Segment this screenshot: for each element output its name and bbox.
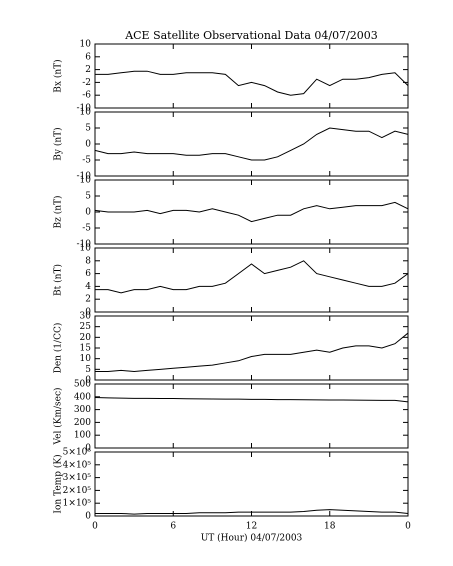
y-tick-label: 5×10⁵ bbox=[63, 448, 92, 458]
y-tick-label: 2 bbox=[85, 65, 91, 75]
panel-frame bbox=[94, 383, 409, 449]
y-tick-label: 10 bbox=[80, 108, 92, 118]
y-tick-label: 15 bbox=[80, 344, 92, 354]
y-tick-label: 4×10⁵ bbox=[63, 460, 92, 470]
y-tick-label: -2 bbox=[82, 78, 91, 88]
y-axis-label: Ion Temp (K) bbox=[53, 454, 64, 513]
y-axis-label: By (nT) bbox=[53, 127, 64, 160]
y-tick-label: 6 bbox=[85, 52, 91, 62]
panel-frame bbox=[94, 179, 409, 245]
data-line bbox=[95, 70, 409, 96]
y-tick-label: 0 bbox=[85, 444, 91, 454]
y-tick-label: -10 bbox=[77, 104, 92, 114]
y-tick-label: 0 bbox=[85, 308, 91, 318]
y-tick-label: 0 bbox=[85, 512, 91, 522]
data-line bbox=[95, 260, 409, 294]
chart-title: ACE Satellite Observational Data 04/07/2… bbox=[124, 29, 378, 42]
data-line bbox=[95, 509, 409, 515]
y-tick-label: -10 bbox=[77, 240, 92, 250]
y-tick-label: 300 bbox=[74, 405, 91, 415]
y-tick-label: 10 bbox=[80, 244, 92, 254]
x-tick-label: 6 bbox=[170, 522, 176, 532]
y-tick-label: 2 bbox=[85, 295, 91, 305]
y-tick-label: 0 bbox=[85, 140, 91, 150]
x-tick-label: 0 bbox=[405, 522, 411, 532]
y-tick-label: 5 bbox=[85, 365, 91, 375]
panel-frame bbox=[94, 451, 409, 517]
y-tick-label: -10 bbox=[77, 172, 92, 182]
x-tick-label: 0 bbox=[92, 522, 98, 532]
y-tick-label: 10 bbox=[80, 354, 92, 364]
y-tick-label: 200 bbox=[74, 418, 91, 428]
y-tick-label: 5 bbox=[85, 192, 91, 202]
y-tick-label: 100 bbox=[74, 431, 91, 441]
y-tick-label: 6 bbox=[85, 269, 91, 279]
y-axis-label: Vel (Km/sec) bbox=[53, 387, 64, 445]
y-tick-label: 25 bbox=[80, 322, 92, 332]
y-tick-label: 5 bbox=[85, 124, 91, 134]
y-axis-label: Bx (nT) bbox=[53, 59, 64, 92]
y-tick-label: 400 bbox=[74, 392, 91, 402]
y-tick-label: 0 bbox=[85, 376, 91, 386]
y-tick-label: -5 bbox=[82, 156, 91, 166]
panel-frame bbox=[94, 43, 409, 109]
y-tick-label: 30 bbox=[80, 312, 92, 322]
y-axis-label: Bz (nT) bbox=[53, 195, 64, 228]
y-tick-label: -5 bbox=[82, 224, 91, 234]
data-line bbox=[94, 127, 409, 161]
y-tick-label: 10 bbox=[80, 40, 92, 50]
y-tick-label: 500 bbox=[74, 380, 91, 390]
y-axis-label: Den (1/CC) bbox=[53, 323, 64, 374]
panel-frame bbox=[94, 247, 409, 313]
data-line bbox=[94, 201, 409, 223]
y-tick-label: -6 bbox=[82, 91, 91, 101]
x-tick-label: 18 bbox=[324, 522, 336, 532]
y-tick-label: 4 bbox=[85, 282, 91, 292]
data-line bbox=[94, 396, 409, 403]
y-tick-label: 1×10⁵ bbox=[63, 499, 92, 509]
x-axis-label: UT (Hour) 04/07/2003 bbox=[201, 533, 303, 544]
data-line bbox=[95, 332, 409, 372]
y-axis-label: Bt (nT) bbox=[53, 264, 64, 296]
y-tick-label: 2×10⁵ bbox=[63, 486, 92, 496]
y-tick-label: 20 bbox=[80, 333, 92, 343]
y-tick-label: 3×10⁵ bbox=[63, 473, 92, 483]
y-tick-label: 10 bbox=[80, 176, 92, 186]
y-tick-label: 0 bbox=[85, 208, 91, 218]
x-tick-label: 12 bbox=[246, 522, 257, 532]
y-tick-label: 8 bbox=[85, 256, 91, 266]
panel-frame bbox=[94, 111, 409, 177]
